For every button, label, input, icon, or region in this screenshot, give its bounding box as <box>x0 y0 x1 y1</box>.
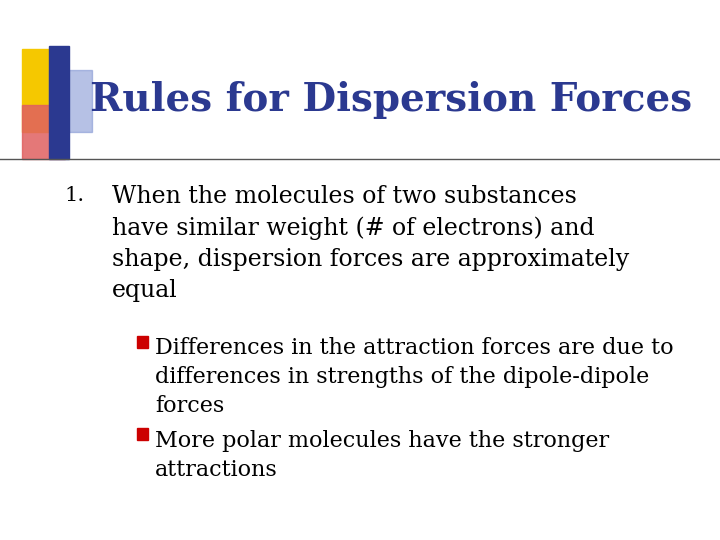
Text: Rules for Dispersion Forces: Rules for Dispersion Forces <box>90 81 692 119</box>
Bar <box>137 336 148 348</box>
Text: Differences in the attraction forces are due to
differences in strengths of the : Differences in the attraction forces are… <box>155 338 673 417</box>
Bar <box>49 46 69 159</box>
Bar <box>49 70 92 132</box>
Text: 1.: 1. <box>65 186 85 205</box>
Bar <box>22 49 65 132</box>
Text: More polar molecules have the stronger
attractions: More polar molecules have the stronger a… <box>155 430 609 481</box>
Bar <box>22 105 65 159</box>
Bar <box>137 428 148 440</box>
Text: When the molecules of two substances
have similar weight (# of electrons) and
sh: When the molecules of two substances hav… <box>112 185 629 302</box>
